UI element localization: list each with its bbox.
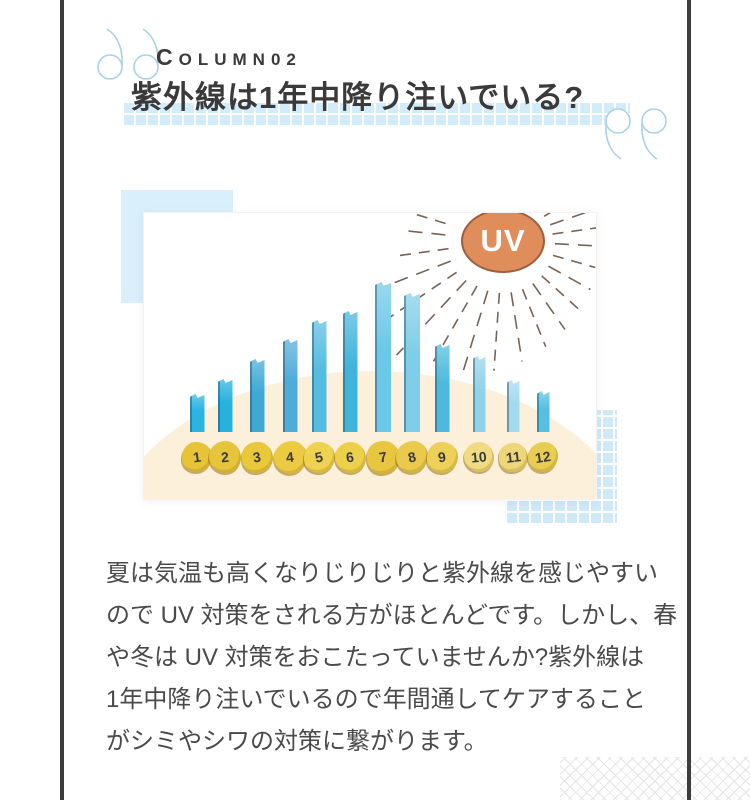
uv-bar-month-10 — [472, 356, 486, 432]
page-title: 紫外線は1年中降り注いでいる? — [131, 80, 585, 115]
month-badge-label: 4 — [285, 448, 295, 466]
sun-uv-badge: UV — [461, 213, 545, 273]
uv-bar-month-6 — [342, 311, 358, 432]
month-badge-label: 5 — [313, 448, 325, 466]
month-badge-5: 5 — [303, 441, 335, 473]
month-badge-label: 6 — [345, 448, 355, 466]
uv-bar-month-4 — [282, 339, 298, 432]
month-badge-6: 6 — [334, 441, 366, 473]
uv-bar-month-1 — [189, 394, 205, 432]
uv-bar-month-8 — [404, 293, 420, 432]
uv-bar-month-7 — [375, 282, 391, 432]
month-badge-12: 12 — [528, 442, 558, 472]
month-badge-label: 8 — [406, 448, 418, 466]
month-badge-label: 10 — [470, 448, 488, 466]
month-badge-2: 2 — [209, 441, 241, 473]
month-badge-label: 7 — [377, 448, 389, 466]
uv-bar-month-5 — [311, 320, 327, 432]
diamond-pattern — [560, 757, 750, 800]
body-text-line: 夏は気温も高くなりじりじりと紫外線を感じやすい — [106, 560, 658, 587]
sun-uv-label: UV — [480, 223, 526, 258]
uv-bar-month-3 — [249, 359, 265, 432]
month-badge-label: 9 — [437, 448, 447, 466]
month-badge-8: 8 — [396, 441, 428, 473]
uv-bar-month-9 — [434, 344, 450, 432]
body-text-line: ので UV 対策をされる方がほとんどです。しかし、春 — [106, 602, 678, 629]
month-badge-label: 12 — [534, 447, 552, 467]
month-badge-11: 11 — [498, 442, 528, 472]
frame-line-right — [687, 0, 691, 800]
month-badge-3: 3 — [241, 441, 273, 473]
body-text-line: や冬は UV 対策をおこたっていませんか?紫外線は — [106, 644, 645, 671]
month-badge-label: 1 — [192, 448, 202, 466]
month-badge-label: 3 — [251, 448, 263, 466]
body-text: 夏は気温も高くなりじりじりと紫外線を感じやすい ので UV 対策をされる方がほとん… — [106, 553, 678, 763]
close-quote-icon — [605, 108, 667, 160]
month-badge-9: 9 — [426, 441, 458, 473]
month-badge-1: 1 — [182, 442, 212, 472]
section-label: COLUMN02 — [156, 44, 302, 70]
body-text-line: 1年中降り注いでいるので年間通してケアすること — [106, 686, 646, 713]
month-badge-label: 11 — [504, 448, 522, 466]
month-badge-7: 7 — [366, 440, 400, 474]
illustration-card: UV 1 2 3 4 5 6 7 8 9 10 11 12 — [143, 212, 597, 500]
uv-bar-month-2 — [217, 379, 233, 432]
uv-bar-month-12 — [536, 391, 550, 432]
month-badge-label: 2 — [220, 448, 230, 466]
month-badge-4: 4 — [273, 440, 307, 474]
frame-line-left — [60, 0, 64, 800]
title-highlight — [122, 101, 630, 127]
uv-bar-month-11 — [506, 380, 520, 432]
body-text-line: がシミやシワの対策に繋がります。 — [106, 728, 488, 755]
month-badge-10: 10 — [464, 442, 494, 472]
